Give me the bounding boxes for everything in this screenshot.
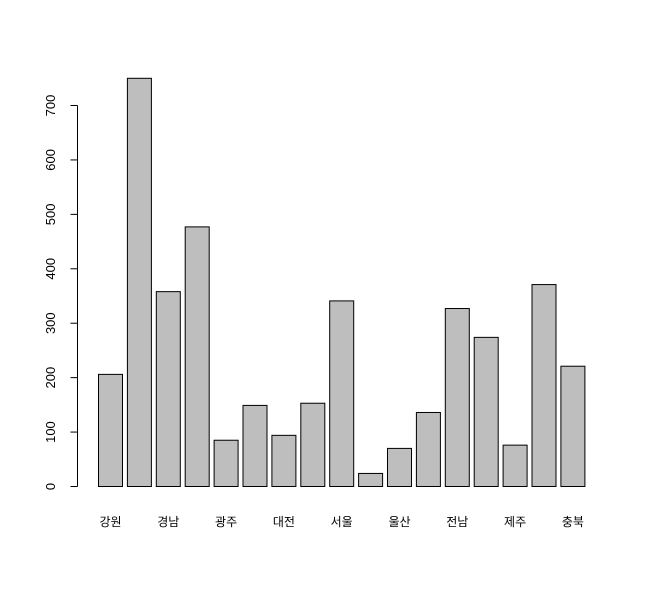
x-category-label: 광주 (215, 515, 237, 529)
x-category-label: 서울 (331, 515, 353, 529)
bar (531, 284, 557, 487)
bar (184, 226, 210, 488)
bars (98, 77, 586, 488)
bar (213, 439, 239, 488)
y-tick-label: 0 (43, 483, 58, 490)
y-tick-label: 500 (43, 204, 58, 226)
bar (242, 404, 268, 487)
y-tick-label: 100 (43, 421, 58, 443)
x-category-label: 경남 (157, 515, 179, 529)
x-category-label: 전남 (446, 515, 468, 529)
y-tick-label: 400 (43, 258, 58, 280)
bar (502, 444, 528, 487)
y-tick-label: 200 (43, 367, 58, 389)
bar (387, 447, 412, 487)
bar (271, 434, 297, 487)
y-tick-label: 600 (43, 149, 58, 171)
x-category-label: 제주 (504, 515, 526, 529)
x-category-label: 충북 (562, 515, 584, 529)
bar (155, 291, 181, 487)
y-tick-label: 300 (43, 312, 58, 334)
bar (415, 411, 441, 487)
bar (358, 472, 384, 487)
bar (444, 308, 470, 488)
x-category-label: 대전 (273, 515, 295, 529)
bar (329, 300, 355, 487)
y-axis: 0 100 200 300 400 500 600 700 (43, 95, 78, 490)
x-category-label: 울산 (388, 515, 410, 529)
y-tick-label: 700 (43, 95, 58, 117)
x-axis-labels: 강원 경남 광주 대전 서울 울산 전남 제주 충북 (99, 515, 583, 529)
x-category-label: 강원 (99, 515, 121, 529)
bar (126, 77, 152, 488)
bar (560, 365, 586, 487)
bar (98, 373, 123, 487)
bar (473, 336, 499, 488)
bar (300, 402, 326, 487)
